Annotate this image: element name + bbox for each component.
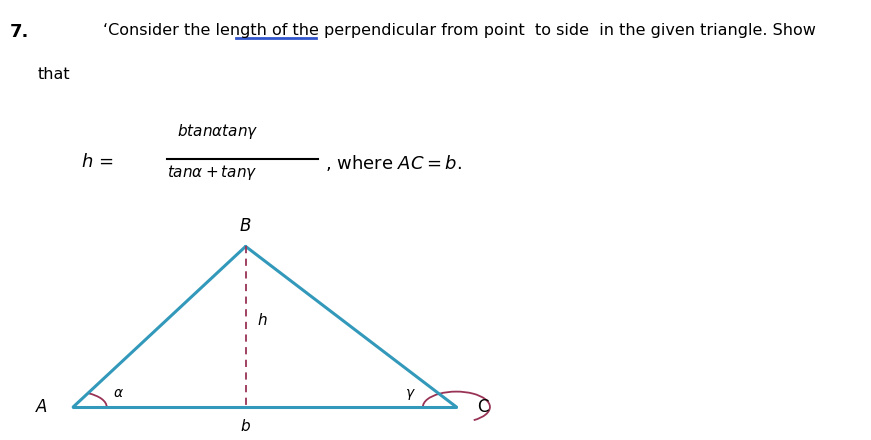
- Text: C: C: [477, 398, 489, 416]
- Text: , where $AC = b.$: , where $AC = b.$: [325, 154, 463, 173]
- Text: B: B: [240, 217, 252, 235]
- Text: that: that: [38, 67, 71, 82]
- Text: 7.: 7.: [10, 23, 30, 41]
- Text: h: h: [258, 312, 267, 328]
- Text: γ: γ: [406, 386, 415, 400]
- Text: $tan\alpha+tan\gamma$: $tan\alpha+tan\gamma$: [167, 163, 257, 183]
- Text: A: A: [37, 398, 48, 416]
- Text: α: α: [114, 386, 123, 400]
- Text: ‘Consider the length of the perpendicular from point  to side  in the given tria: ‘Consider the length of the perpendicula…: [103, 23, 816, 38]
- Text: $h$ =: $h$ =: [81, 154, 113, 172]
- Text: b: b: [240, 419, 251, 434]
- Text: $btan\alpha tan\gamma$: $btan\alpha tan\gamma$: [177, 121, 259, 140]
